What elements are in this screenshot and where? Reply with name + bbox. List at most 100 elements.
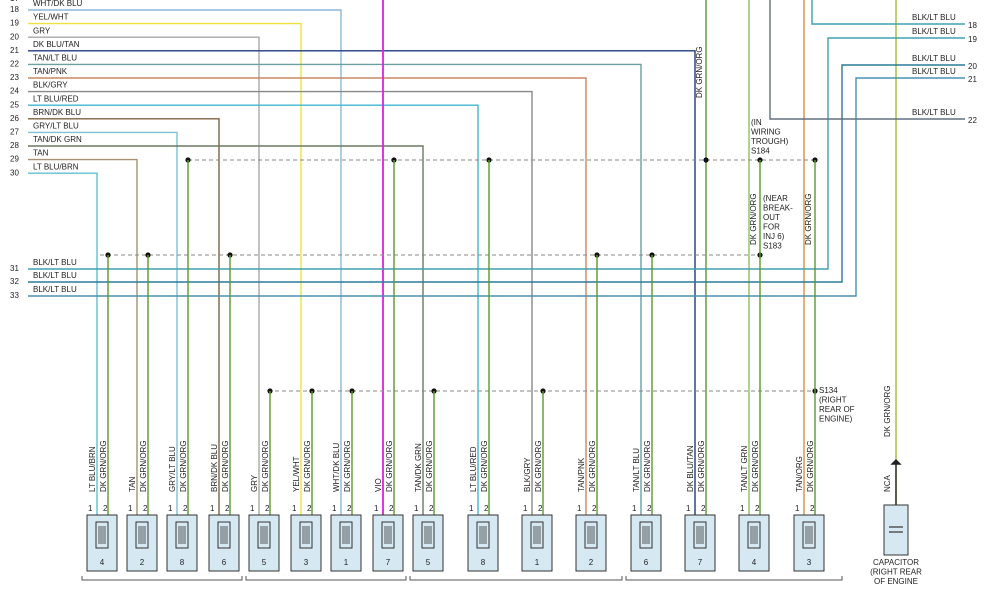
pin-label: 2 [389,504,394,513]
row-number: 22 [968,116,977,125]
vertical-label: DK GRN/ORG [221,440,230,492]
pin-label: 2 [183,504,188,513]
vertical-label: DK GRN/ORG [883,385,892,437]
wire-label: BLK/GRY [33,81,68,90]
coil [257,521,271,549]
connector-body [86,514,118,572]
row-number: 20 [968,62,977,71]
connector-number: 6 [222,558,227,567]
splice-note: WIRING [751,128,781,137]
row-number: 27 [10,128,19,137]
row-number: 33 [10,291,19,300]
pin-label: 2 [143,504,148,513]
wire-label: TAN [33,149,49,158]
wire [28,90,533,515]
wire [28,50,696,515]
pin-label: 1 [795,504,800,513]
capacitor-body [883,504,909,556]
connector-body [630,514,662,572]
pin-label: 1 [686,504,691,513]
pin-label: 2 [429,504,434,513]
pin-label: 2 [265,504,270,513]
pin-label: 1 [292,504,297,513]
capacitor-label: (RIGHT REAR [870,568,922,577]
connector-body [208,514,240,572]
vertical-label: DK GRN/ORG [99,440,108,492]
coil [381,521,395,549]
pin-label: 2 [538,504,543,513]
connector-body [126,514,158,572]
splice-dot [703,157,709,163]
connector-number: 4 [752,558,757,567]
connector-body [412,514,444,572]
wire [28,104,479,515]
capacitor-label: OF ENGINE [874,577,918,585]
wire [28,77,587,515]
vertical-label: GRY [250,474,259,492]
connector-number: 7 [386,558,391,567]
vertical-label: DK BLU/TAN [686,445,695,492]
wire-label: GRY [33,26,51,35]
vertical-label: TAN/DK GRN [414,443,423,492]
wire-label: BLK/LT BLU [912,13,956,22]
wire [769,0,965,120]
wire-label: YEL/WHT [33,13,69,22]
vertical-label: TAN/LT BLU [632,448,641,492]
coil [299,521,313,549]
wire-label: BLK/LT BLU [33,285,77,294]
vertical-label: YEL/WHT [292,456,301,492]
pin-label: 2 [810,504,815,513]
coil [476,521,490,549]
vertical-label: DK GRN/ORG [179,440,188,492]
coil [339,521,353,549]
vertical-label: TAN/LT GRN [740,446,749,492]
wire-label: TAN/DK GRN [33,135,82,144]
vertical-label: BRN/DK BLU [210,444,219,492]
connector-body [467,514,499,572]
capacitor-label: CAPACITOR [873,558,919,567]
bracket [409,576,623,581]
wire [28,37,965,270]
vertical-label: DK GRN/ORG [806,440,815,492]
coil [135,521,149,549]
row-number: 22 [10,60,19,69]
wire [28,145,424,515]
connector-number: 1 [535,558,540,567]
wire-label: BLK/LT BLU [912,108,956,117]
row-number: 19 [10,19,19,28]
connector-number: 2 [589,558,594,567]
pin-label: 2 [347,504,352,513]
pin-label: 1 [632,504,637,513]
coil [95,521,109,549]
vertical-label: DK GRN/ORG [697,440,706,492]
wire-label: BLK/LT BLU [912,54,956,63]
pin-label: 1 [332,504,337,513]
coil [217,521,231,549]
row-number: 18 [10,5,19,14]
row-number: 32 [10,277,19,286]
row-number: 25 [10,100,19,109]
wire-label: GRY/LT BLU [33,122,79,131]
row-number: 30 [10,168,19,177]
coil [530,521,544,549]
pin-label: 1 [740,504,745,513]
vertical-label: NCA [883,474,892,492]
pin-label: 2 [103,504,108,513]
connector-number: 5 [262,558,267,567]
pin-label: 1 [210,504,215,513]
vertical-label: VIO [374,478,383,492]
bracket [625,576,843,581]
vertical-label: DK GRN/ORG [749,193,758,245]
row-number: 18 [968,21,977,30]
splice-note: INJ 6) [763,232,785,241]
connector-number: 8 [180,558,185,567]
connector-number: 6 [644,558,649,567]
pin-label: 2 [647,504,652,513]
coil [421,521,435,549]
vertical-label: BLK/GRY [523,457,532,492]
splice-note: S183 [763,242,782,251]
connector-body [575,514,607,572]
wire [28,172,98,515]
vertical-label: TAN [128,476,137,492]
